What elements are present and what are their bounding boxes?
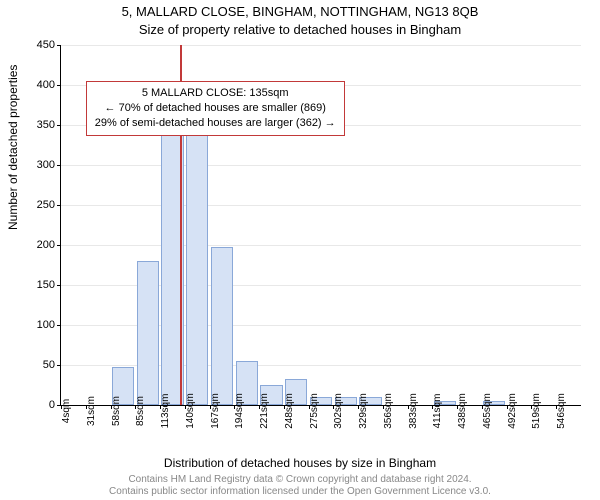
ytick-label: 250	[37, 199, 55, 211]
xtick-label: 194sqm	[234, 393, 245, 429]
xtick-label: 465sqm	[482, 393, 493, 429]
info-box-line2: ← 70% of detached houses are smaller (86…	[105, 102, 326, 114]
ytick-mark	[57, 125, 61, 126]
ytick-mark	[57, 45, 61, 46]
xtick-label: 58sqm	[111, 396, 122, 426]
chart-plot-area: 0501001502002503003504004504sqm31sqm58sq…	[60, 45, 581, 406]
xtick-label: 85sqm	[135, 396, 146, 426]
xtick-label: 4sqm	[61, 399, 72, 423]
ytick-label: 50	[43, 359, 55, 371]
chart-footer: Contains HM Land Registry data © Crown c…	[0, 474, 600, 498]
ytick-label: 300	[37, 159, 55, 171]
xtick-label: 329sqm	[358, 393, 369, 429]
ytick-mark	[57, 245, 61, 246]
xtick-label: 411sqm	[432, 394, 443, 429]
ytick-mark	[57, 325, 61, 326]
chart-title-line2: Size of property relative to detached ho…	[0, 22, 600, 37]
xtick-label: 383sqm	[408, 393, 419, 429]
ytick-mark	[57, 285, 61, 286]
histogram-bar	[211, 247, 233, 405]
xtick-label: 356sqm	[383, 393, 394, 429]
ytick-label: 0	[49, 399, 55, 411]
xtick-label: 546sqm	[556, 393, 567, 429]
ytick-label: 450	[37, 39, 55, 51]
xtick-label: 140sqm	[185, 393, 196, 429]
ytick-mark	[57, 165, 61, 166]
gridline	[61, 165, 581, 166]
ytick-label: 200	[37, 239, 55, 251]
histogram-bar	[137, 261, 159, 405]
footer-line1: Contains HM Land Registry data © Crown c…	[128, 474, 471, 485]
xtick-label: 519sqm	[531, 393, 542, 429]
chart-title-line1: 5, MALLARD CLOSE, BINGHAM, NOTTINGHAM, N…	[0, 4, 600, 19]
gridline	[61, 45, 581, 46]
histogram-bar	[186, 134, 208, 405]
gridline	[61, 205, 581, 206]
x-axis-label: Distribution of detached houses by size …	[0, 456, 600, 470]
gridline	[61, 245, 581, 246]
xtick-label: 113sqm	[160, 394, 171, 429]
info-box: 5 MALLARD CLOSE: 135sqm ← 70% of detached…	[86, 81, 345, 136]
y-axis-label: Number of detached properties	[6, 65, 20, 230]
ytick-label: 100	[37, 319, 55, 331]
info-box-line1: 5 MALLARD CLOSE: 135sqm	[142, 87, 289, 99]
xtick-label: 167sqm	[210, 393, 221, 429]
xtick-label: 302sqm	[333, 393, 344, 429]
info-box-line3: 29% of semi-detached houses are larger (…	[95, 117, 336, 129]
ytick-label: 350	[37, 119, 55, 131]
ytick-label: 150	[37, 279, 55, 291]
xtick-label: 438sqm	[457, 393, 468, 429]
ytick-mark	[57, 205, 61, 206]
xtick-label: 221sqm	[259, 393, 270, 429]
xtick-label: 492sqm	[507, 393, 518, 429]
xtick-label: 248sqm	[284, 393, 295, 429]
footer-line2: Contains public sector information licen…	[109, 486, 491, 497]
xtick-label: 275sqm	[309, 393, 320, 429]
ytick-label: 400	[37, 79, 55, 91]
ytick-mark	[57, 365, 61, 366]
xtick-label: 31sqm	[86, 396, 97, 426]
ytick-mark	[57, 85, 61, 86]
